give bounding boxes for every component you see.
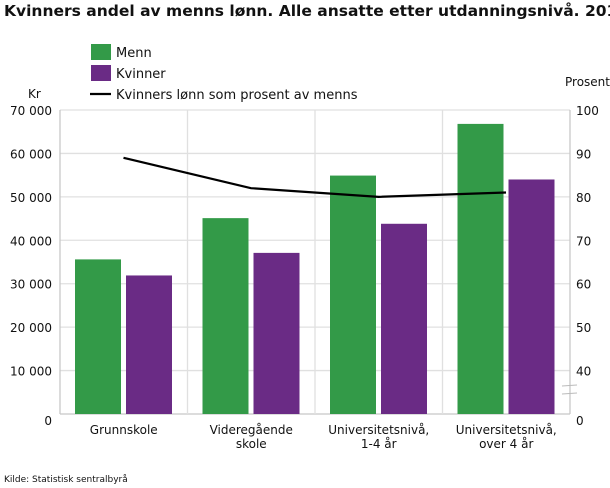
right-tick-label: 0 [576, 414, 584, 428]
bar-menn [457, 123, 504, 414]
right-axis-label: Prosent [565, 75, 610, 89]
left-tick-label: 10 000 [10, 365, 52, 379]
bar-kvinner [508, 179, 555, 414]
bar-kvinner [126, 275, 172, 414]
right-tick-label: 60 [576, 278, 591, 292]
bar-menn [202, 218, 249, 414]
category-label: over 4 år [479, 437, 533, 451]
category-label: Grunnskole [90, 423, 158, 437]
left-tick-label: 50 000 [10, 191, 52, 205]
right-tick-label: 90 [576, 147, 591, 161]
axes: 0 10 000 20 000 30 000 40 000 50 000 60 000 70 … [10, 104, 599, 451]
grid [59, 109, 571, 415]
category-label: skole [236, 437, 267, 451]
bar-kvinner [253, 252, 300, 414]
left-tick-label: 20 000 [10, 321, 52, 335]
axis-break-mark [561, 392, 578, 395]
left-axis-label: Kr [28, 87, 41, 101]
category-label: Universitetsnivå, [456, 423, 557, 437]
legend-swatch-menn [91, 44, 111, 60]
source-note: Kilde: Statistisk sentralbyrå [4, 474, 128, 485]
line-series [123, 156, 507, 198]
legend: Menn Kvinner Kvinners lønn som prosent av … [90, 44, 358, 103]
left-tick-label: 0 [44, 414, 52, 428]
right-tick-label: 100 [576, 104, 599, 118]
bar-menn [75, 259, 121, 414]
left-tick-label: 30 000 [10, 278, 52, 292]
bar-kvinner [381, 223, 427, 414]
right-tick-label: 70 [576, 234, 591, 248]
right-tick-label: 40 [576, 365, 591, 379]
legend-label: Kvinner [116, 67, 166, 82]
legend-label: Kvinners lønn som prosent av menns [116, 88, 358, 103]
category-label: 1-4 år [361, 437, 397, 451]
bars [75, 123, 555, 414]
right-tick-label: 50 [576, 321, 591, 335]
legend-swatch-kvinner [91, 65, 111, 81]
chart-title: Kvinners andel av menns lønn. Alle ansat… [4, 1, 610, 20]
line-path [123, 156, 507, 198]
right-tick-label: 80 [576, 191, 591, 205]
legend-label: Menn [116, 46, 152, 61]
bar-menn [330, 175, 376, 414]
left-tick-label: 60 000 [10, 147, 52, 161]
category-label: Videregående [210, 423, 293, 437]
left-tick-label: 70 000 [10, 104, 52, 118]
category-label: Universitetsnivå, [328, 423, 429, 437]
axis-break-mark [561, 384, 578, 387]
left-tick-label: 40 000 [10, 234, 52, 248]
